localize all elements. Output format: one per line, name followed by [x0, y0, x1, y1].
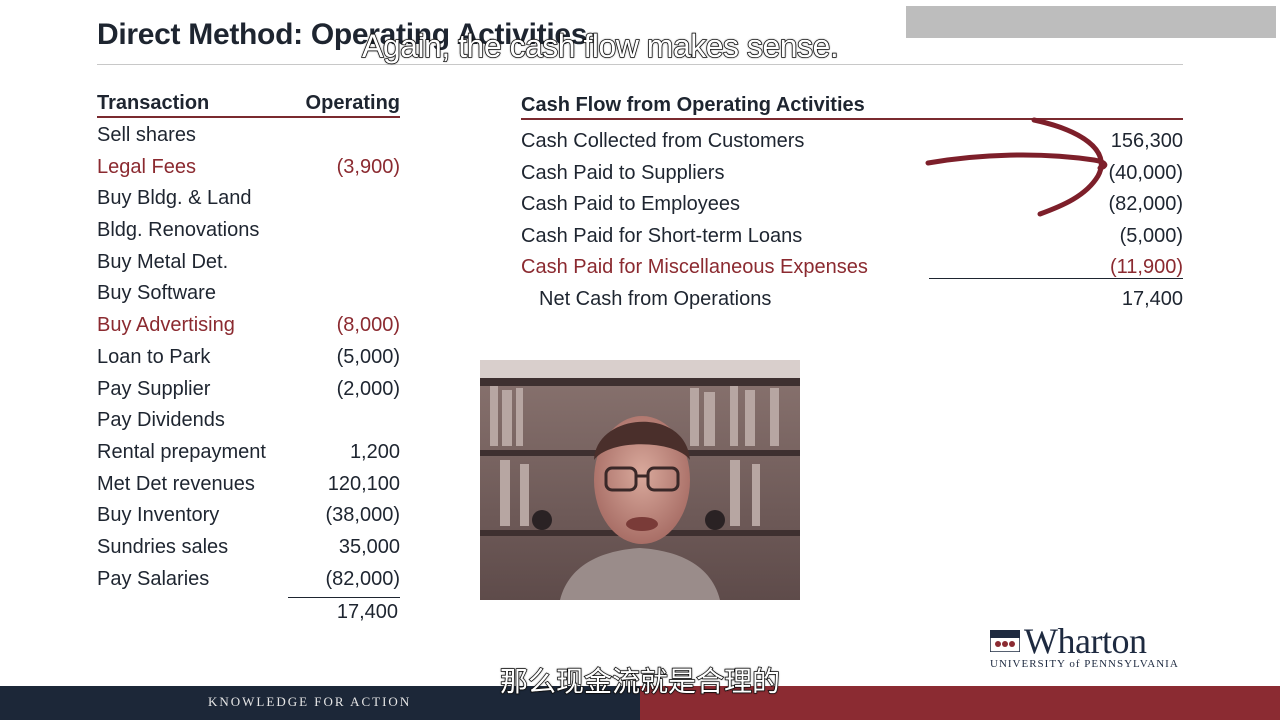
table-row: Met Det revenues 120,100: [97, 469, 400, 501]
transaction-label: Met Det revenues: [97, 472, 255, 495]
cash-flow-label: Cash Paid for Short-term Loans: [521, 224, 803, 247]
table-row: Buy Inventory (38,000): [97, 500, 400, 532]
subtitle-caption-english: Again, the cash flow makes sense.: [361, 27, 839, 65]
cash-flow-table: Cash Flow from Operating Activities Cash…: [521, 92, 1183, 314]
transaction-label: Buy Bldg. & Land: [97, 187, 252, 210]
table-row: Legal Fees (3,900): [97, 152, 400, 184]
cash-flow-amount: (82,000): [1108, 193, 1184, 216]
transaction-label: Pay Supplier: [97, 377, 211, 400]
cash-flow-amount: (5,000): [1119, 224, 1183, 247]
footer-tagline: KNOWLEDGE FOR ACTION: [208, 694, 412, 709]
transaction-table-body: Sell shares Legal Fees (3,900) Buy Bldg. & …: [97, 120, 400, 595]
transaction-label: Sell shares: [97, 124, 196, 146]
transaction-amount: 35,000: [338, 535, 400, 558]
transaction-amount: 120,100: [327, 472, 400, 495]
wharton-shield-icon: [990, 630, 1020, 652]
table-row: Bldg. Renovations: [97, 215, 400, 247]
table-row: Cash Paid for Short-term Loans (5,000): [521, 221, 1183, 253]
table-row: Pay Salaries (82,000): [97, 564, 400, 596]
caption-backdrop: [906, 6, 1276, 38]
table-row: Cash Paid to Suppliers (40,000): [521, 158, 1183, 190]
table-row: Cash Paid to Employees (82,000): [521, 189, 1183, 221]
table-row: Buy Bldg. & Land: [97, 183, 400, 215]
transaction-table: Transaction Operating Sell shares Legal F…: [97, 90, 400, 627]
transaction-label: Rental prepayment: [97, 440, 266, 463]
transaction-label: Bldg. Renovations: [97, 219, 260, 242]
transaction-label: Buy Metal Det.: [97, 250, 229, 273]
subtitle-caption-chinese: 那么现金流就是合理的: [499, 664, 781, 699]
table-row: Sundries sales 35,000: [97, 532, 400, 564]
slide-title: Direct Method: Operating Activities: [97, 18, 588, 51]
transaction-label: Buy Advertising: [97, 314, 235, 337]
column-header-transaction: Transaction: [97, 92, 210, 114]
cash-flow-table-header: Cash Flow from Operating Activities: [521, 92, 1183, 120]
table-row: Cash Paid for Miscellaneous Expenses (11,…: [521, 252, 1183, 284]
table-row: Buy Software: [97, 278, 400, 310]
transaction-amount: 1,200: [349, 440, 400, 463]
title-divider: [97, 64, 1183, 65]
cash-flow-label: Cash Paid to Employees: [521, 193, 741, 216]
cash-flow-label: Cash Collected from Customers: [521, 130, 805, 152]
cash-flow-amount: 156,300: [1110, 130, 1183, 152]
presenter-video: [480, 360, 800, 600]
net-cash-value: 17,400: [1121, 287, 1183, 310]
footer-bar-maroon: [640, 686, 1280, 720]
net-cash-row: Net Cash from Operations 17,400: [521, 284, 1183, 314]
column-header-operating: Operating: [305, 92, 400, 114]
table-row: Cash Collected from Customers 156,300: [521, 126, 1183, 158]
transaction-label: Buy Software: [97, 282, 216, 305]
transaction-amount: (2,000): [336, 377, 400, 400]
table-row: Pay Supplier (2,000): [97, 374, 400, 406]
transaction-amount: (82,000): [325, 567, 401, 590]
transaction-table-total: 17,400: [97, 595, 400, 627]
wharton-logo: Wharton UNIVERSITY of PENNSYLVANIA: [988, 621, 1193, 672]
table-row: Buy Advertising (8,000): [97, 310, 400, 342]
table-row: Pay Dividends: [97, 405, 400, 437]
transaction-amount: (3,900): [336, 155, 400, 178]
cash-flow-table-body: Cash Collected from Customers 156,300 Cash…: [521, 126, 1183, 284]
footer-bar-navy: [0, 686, 640, 720]
total-rule: [288, 597, 400, 599]
cash-flow-label: Cash Paid for Miscellaneous Expenses: [521, 256, 868, 279]
table-row: Rental prepayment 1,200: [97, 437, 400, 469]
transaction-amount: (8,000): [336, 314, 400, 337]
cash-flow-amount: (11,900): [1109, 256, 1183, 279]
net-cash-label: Net Cash from Operations: [539, 287, 772, 310]
presenter-image: [480, 360, 800, 600]
wharton-subtitle: UNIVERSITY of PENNSYLVANIA: [990, 658, 1179, 670]
transaction-label: Legal Fees: [97, 155, 196, 178]
transaction-label: Sundries sales: [97, 535, 229, 558]
wharton-wordmark: Wharton: [1024, 621, 1147, 661]
transaction-label: Loan to Park: [97, 345, 211, 368]
transaction-total-value: 17,400: [336, 601, 398, 624]
transaction-label: Pay Dividends: [97, 409, 225, 432]
transaction-amount: (5,000): [336, 345, 400, 368]
transaction-table-header: Transaction Operating: [97, 90, 400, 118]
transaction-label: Pay Salaries: [97, 567, 210, 590]
cash-flow-amount: (40,000): [1108, 161, 1184, 184]
table-row: Loan to Park (5,000): [97, 342, 400, 374]
table-row: Buy Metal Det.: [97, 247, 400, 279]
cash-flow-label: Cash Paid to Suppliers: [521, 161, 725, 184]
table-row: Sell shares: [97, 120, 400, 152]
transaction-amount: (38,000): [325, 504, 401, 527]
transaction-label: Buy Inventory: [97, 504, 220, 527]
subtotal-rule: [929, 278, 1183, 279]
